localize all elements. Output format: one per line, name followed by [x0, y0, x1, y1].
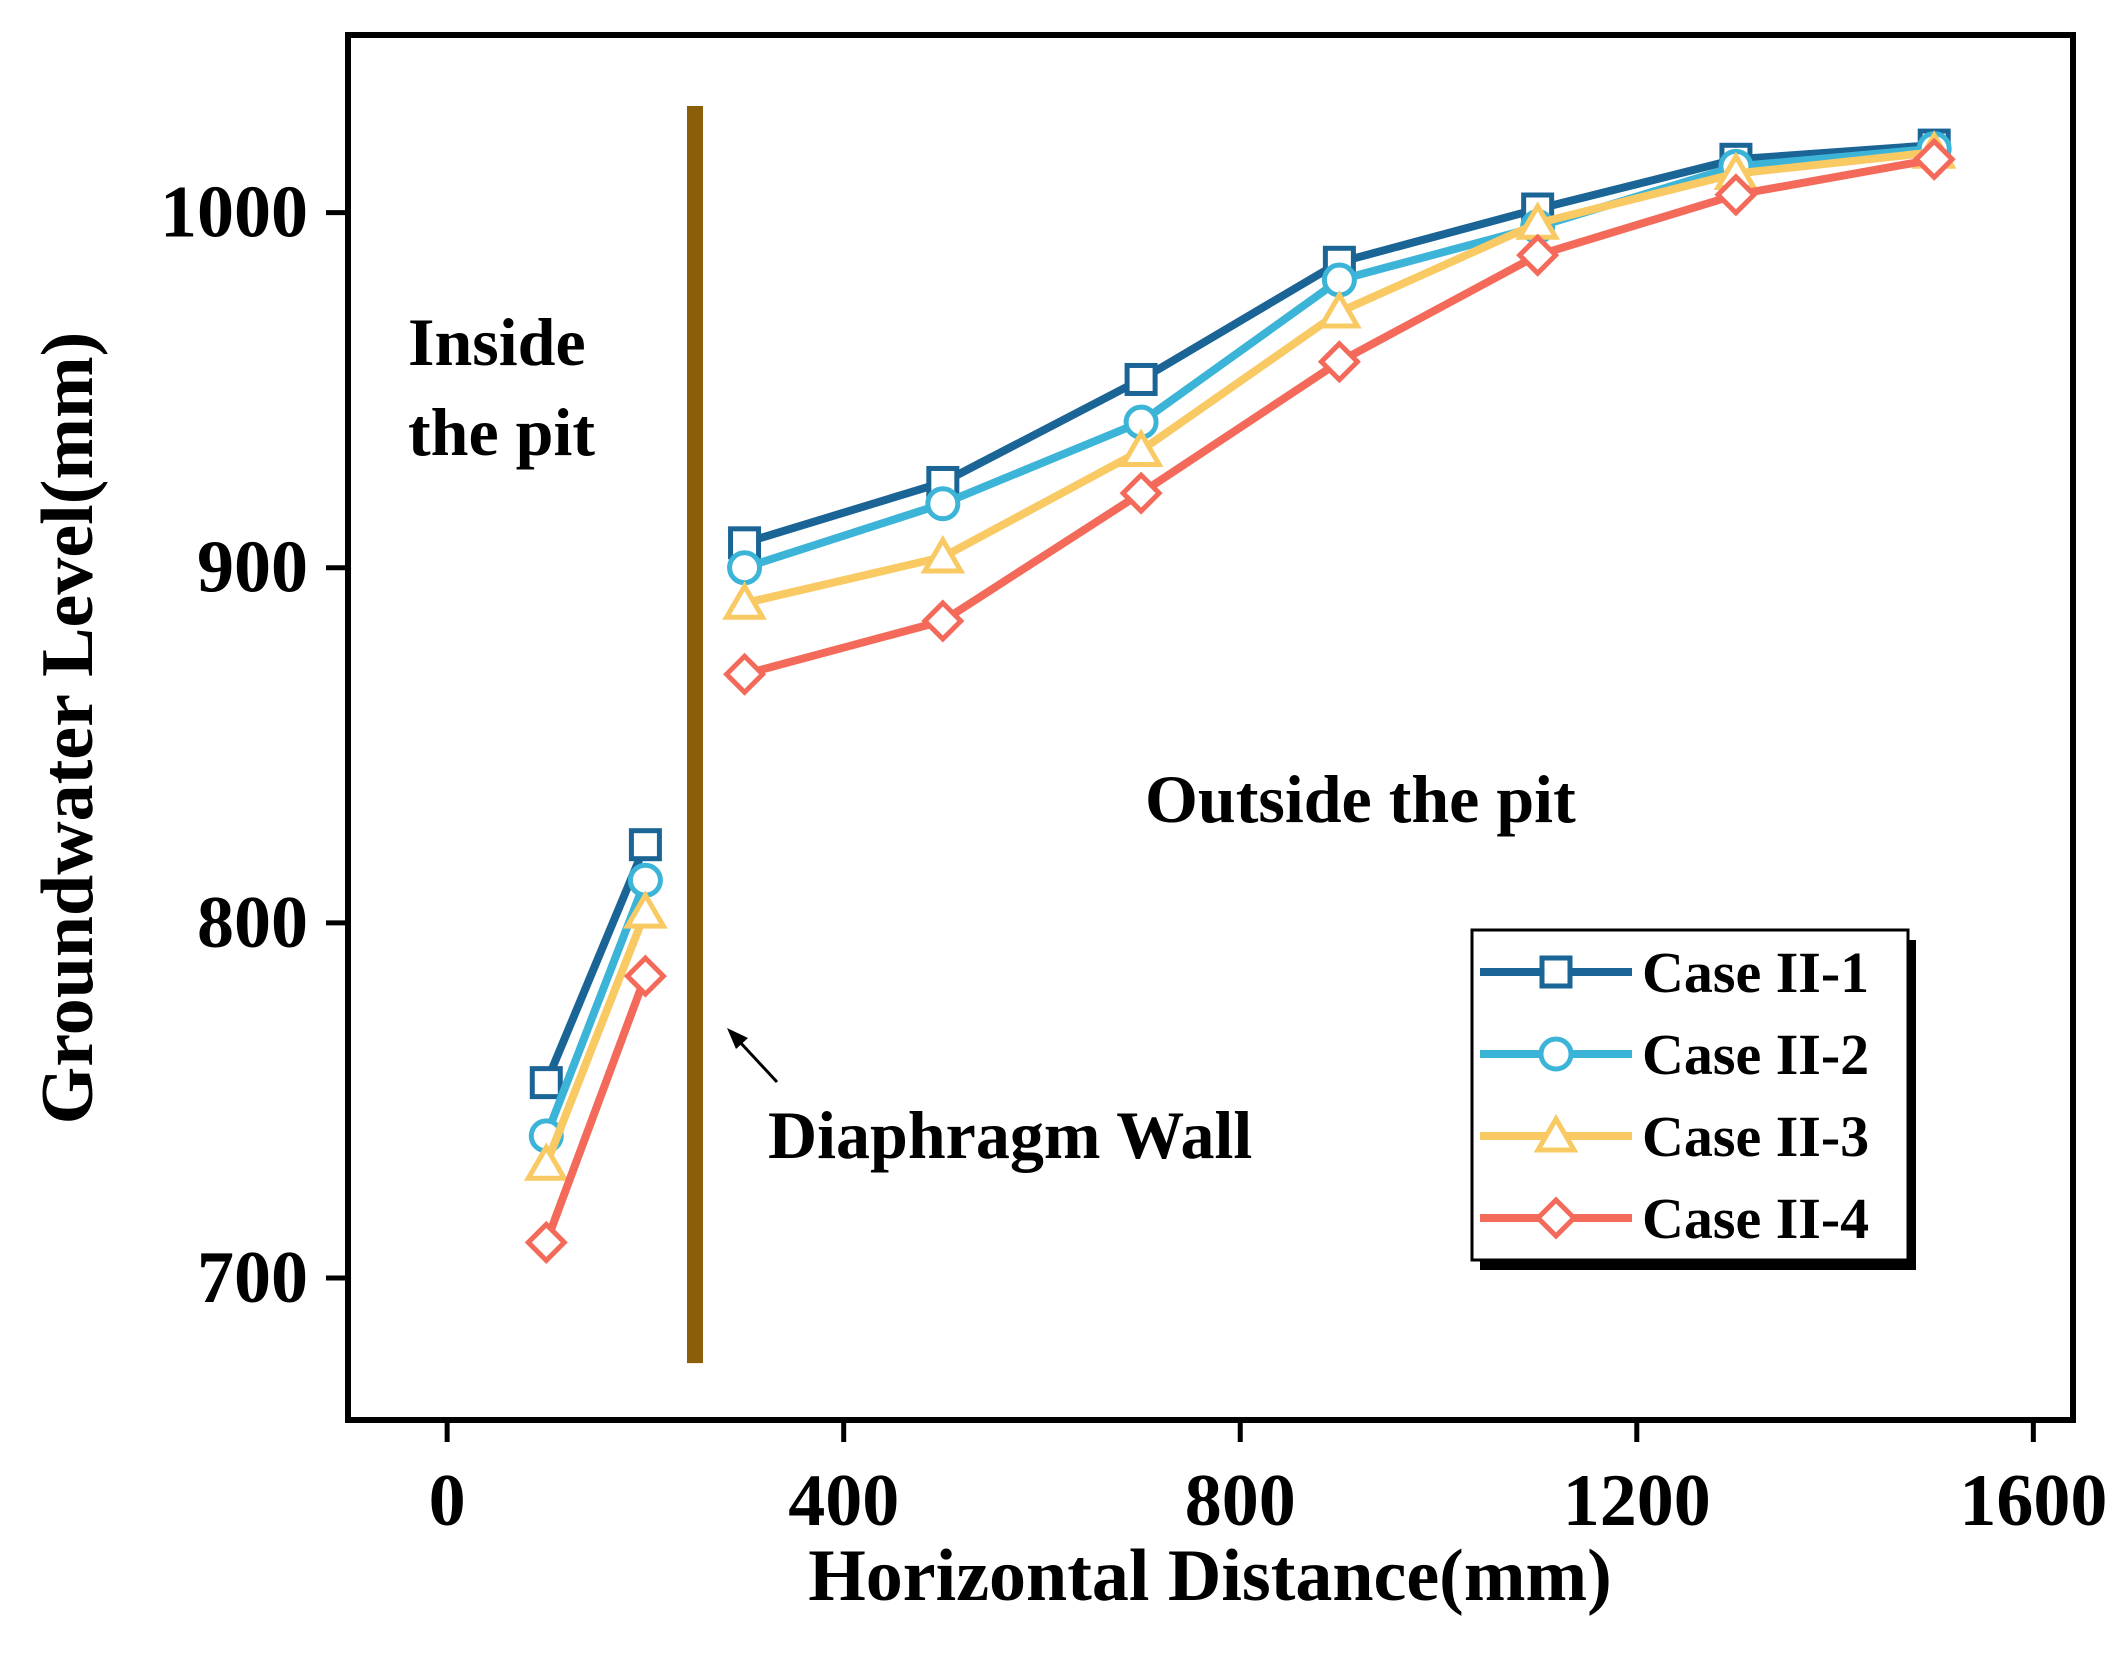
y-tick-label: 900: [197, 527, 308, 609]
legend-label: Case II-3: [1642, 1104, 1869, 1169]
annotation-outside: Outside the pit: [1145, 761, 1576, 837]
axis-ticks: 0 400 800 1200 1600 700 800 900 1000: [160, 172, 2107, 1542]
plot-frame: [345, 32, 2076, 1423]
data-point: [1118, 428, 1164, 467]
data-point: [925, 486, 961, 522]
legend-item: Case II-2: [1480, 1022, 1869, 1087]
data-point: [524, 1220, 568, 1264]
legend-marker: [1533, 1114, 1579, 1153]
legend-label: Case II-4: [1642, 1186, 1869, 1251]
x-tick-label: 1200: [1563, 1460, 1711, 1542]
data-point: [723, 652, 767, 696]
data-point: [623, 954, 667, 998]
data-point: [1119, 471, 1163, 515]
legend-marker: [1538, 1036, 1574, 1072]
annotation-inside-line1: Inside: [408, 304, 586, 380]
data-point: [523, 1142, 569, 1181]
annotation-diaphragm-wall: Diaphragm Wall: [768, 1097, 1252, 1173]
x-tick-label: 400: [788, 1460, 899, 1542]
x-tick-label: 1600: [1959, 1460, 2107, 1542]
legend-item: Case II-1: [1480, 940, 1869, 1005]
data-point: [920, 535, 966, 574]
legend-item: Case II-4: [1480, 1186, 1869, 1251]
x-axis-title: Horizontal Distance(mm): [808, 1535, 1612, 1617]
series-4: [524, 137, 1956, 1264]
y-tick-label: 800: [197, 882, 308, 964]
data-point: [1912, 137, 1956, 181]
data-point: [529, 1066, 563, 1100]
legend-marker: [1534, 1196, 1578, 1240]
series-line: [542, 910, 650, 1166]
series-line: [743, 155, 1935, 679]
series-line: [542, 974, 650, 1244]
legend-label: Case II-2: [1642, 1022, 1869, 1087]
data-point: [1714, 173, 1758, 217]
legend-item: Case II-3: [1480, 1104, 1869, 1169]
data-point: [722, 581, 767, 620]
data-point: [727, 550, 763, 586]
data-point: [1317, 290, 1362, 329]
x-tick-label: 800: [1185, 1460, 1296, 1542]
data-point: [921, 599, 965, 643]
legend-marker: [1539, 955, 1573, 989]
y-tick-label: 1000: [160, 172, 308, 254]
data-point: [628, 828, 662, 862]
data-point: [1317, 340, 1361, 384]
legend: Case II-1 Case II-2 Case II-3 Case II-4: [1470, 928, 1916, 1270]
y-tick-label: 700: [197, 1237, 308, 1319]
plot-marks: [523, 106, 1957, 1364]
wall-arrow: [727, 1028, 779, 1084]
data-point: [623, 890, 668, 929]
x-tick-label: 0: [429, 1460, 466, 1542]
data-point: [1516, 233, 1560, 277]
y-axis-title: Groundwater Level(mm): [27, 332, 109, 1125]
legend-label: Case II-1: [1642, 940, 1869, 1005]
data-point: [1124, 362, 1158, 396]
annotation-inside-line2: the pit: [408, 394, 595, 470]
